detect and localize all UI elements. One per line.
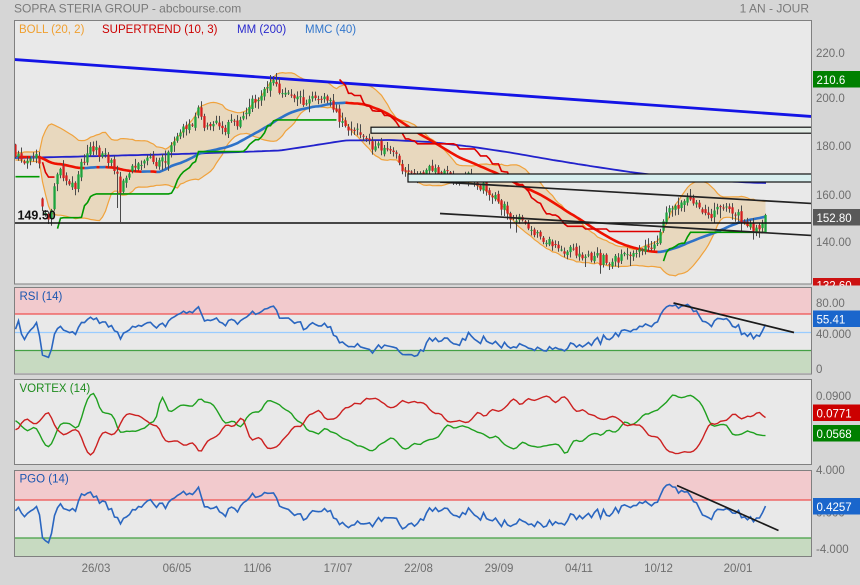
svg-text:132.60: 132.60 [817,281,852,293]
svg-text:10/12: 10/12 [644,563,673,575]
svg-text:RSI (14): RSI (14) [20,291,63,303]
svg-text:55.41: 55.41 [817,315,846,327]
svg-text:0.4257: 0.4257 [817,502,852,514]
svg-text:VORTEX (14): VORTEX (14) [20,383,91,395]
svg-text:210.6: 210.6 [817,75,846,87]
svg-text:29/09: 29/09 [485,563,514,575]
svg-text:26/03: 26/03 [82,563,111,575]
svg-text:149.50: 149.50 [18,209,56,223]
svg-text:PGO (14): PGO (14) [20,474,69,486]
svg-text:160.00: 160.00 [816,190,851,202]
svg-text:0: 0 [816,364,822,376]
svg-text:80.00: 80.00 [816,298,845,310]
svg-text:140.00: 140.00 [816,237,851,249]
svg-text:06/05: 06/05 [163,563,192,575]
svg-text:MMC (40): MMC (40) [305,24,356,36]
svg-text:-4.000: -4.000 [816,544,849,556]
svg-text:04/11: 04/11 [565,563,593,575]
svg-text:220.0: 220.0 [816,48,845,60]
svg-text:SUPERTREND (10, 3): SUPERTREND (10, 3) [102,24,218,36]
svg-text:SOPRA STERIA GROUP - abcbourse: SOPRA STERIA GROUP - abcbourse.com [14,2,241,16]
svg-text:22/08: 22/08 [404,563,433,575]
svg-text:0.0568: 0.0568 [817,429,852,441]
svg-text:11/06: 11/06 [244,563,272,575]
svg-text:0.0900: 0.0900 [816,391,851,403]
svg-text:BOLL (20, 2): BOLL (20, 2) [19,24,85,36]
svg-text:0.0771: 0.0771 [817,409,852,421]
svg-text:200.0: 200.0 [816,93,845,105]
svg-text:180.00: 180.00 [816,141,851,153]
svg-text:20/01: 20/01 [724,563,753,575]
svg-text:4.000: 4.000 [816,465,845,477]
svg-text:152.80: 152.80 [817,213,852,225]
svg-text:MM (200): MM (200) [237,24,286,36]
svg-text:1 AN - JOUR: 1 AN - JOUR [740,2,810,16]
svg-text:40.000: 40.000 [816,329,851,341]
svg-text:17/07: 17/07 [324,563,353,575]
